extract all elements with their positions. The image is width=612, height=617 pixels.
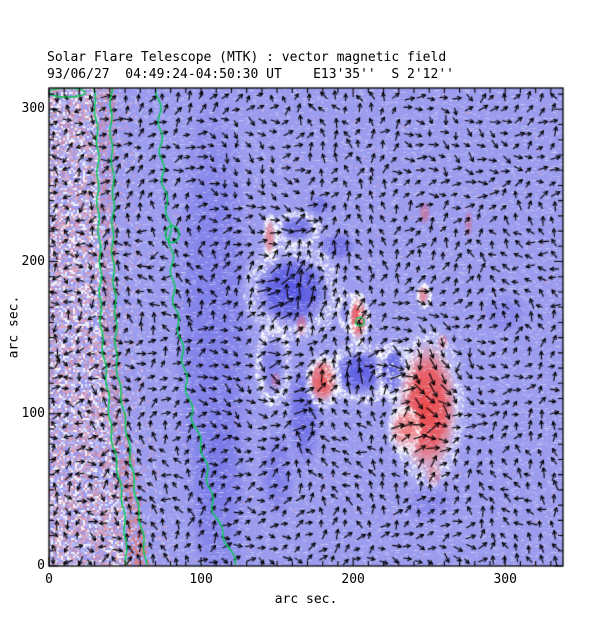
x-tick-label-300: 300 — [493, 572, 517, 587]
y-tick-label-300: 300 — [21, 101, 45, 117]
chart-subtitle-datetime-position: 93/06/27 04:49:24-04:50:30 UT E13'35'' S… — [47, 67, 454, 82]
y-tick-label-200: 200 — [21, 253, 45, 269]
y-axis-label: arc sec. — [6, 295, 22, 359]
x-tick-label-100: 100 — [189, 572, 213, 587]
x-axis-label: arc sec. — [274, 592, 338, 607]
x-tick-label-200: 200 — [341, 572, 365, 587]
y-tick-label-0: 0 — [37, 558, 45, 573]
chart-title: Solar Flare Telescope (MTK) : vector mag… — [47, 50, 447, 65]
x-tick-label-0: 0 — [45, 572, 53, 587]
y-tick-label-100: 100 — [21, 405, 45, 421]
